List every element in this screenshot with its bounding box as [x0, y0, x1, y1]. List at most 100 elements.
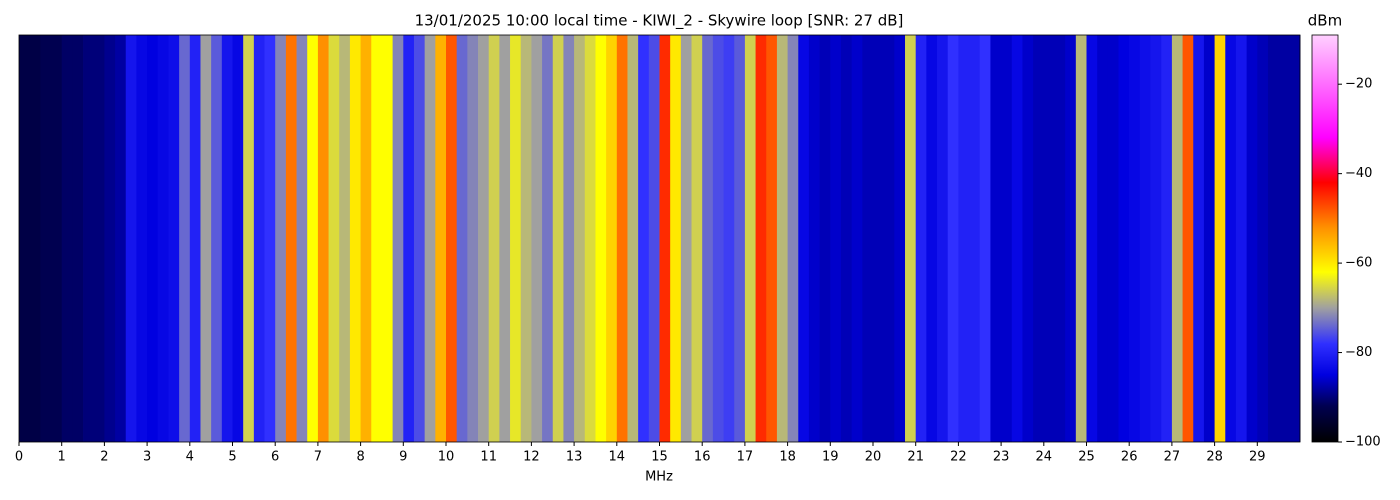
heat-cell	[1107, 35, 1119, 442]
heat-cell	[766, 35, 778, 442]
heat-cell	[125, 35, 137, 442]
heat-cell	[830, 35, 842, 442]
x-tick-label: 29	[1249, 450, 1266, 465]
heat-cell	[926, 35, 938, 442]
x-tick-label: 14	[609, 450, 626, 465]
heat-cell	[285, 35, 297, 442]
heat-cell	[1129, 35, 1141, 442]
x-axis-label: MHz	[645, 470, 673, 485]
heat-cell	[552, 35, 564, 442]
heat-cell	[563, 35, 575, 442]
heat-cell	[798, 35, 810, 442]
heat-cell	[1182, 35, 1194, 442]
heat-cell	[659, 35, 671, 442]
heat-cell	[328, 35, 340, 442]
x-tick-label: 11	[480, 450, 497, 465]
heat-cell	[670, 35, 682, 442]
heat-cell	[606, 35, 618, 442]
x-tick-label: 22	[950, 450, 967, 465]
heat-cell	[638, 35, 650, 442]
heat-cell	[478, 35, 490, 442]
x-tick-label: 1	[58, 450, 66, 465]
heat-cell	[200, 35, 212, 442]
heat-cell	[1086, 35, 1098, 442]
x-tick-label: 7	[314, 450, 322, 465]
heat-cell	[915, 35, 927, 442]
heat-cell	[1161, 35, 1173, 442]
heat-cell	[360, 35, 372, 442]
heat-cell	[1257, 35, 1269, 442]
heat-cell	[937, 35, 949, 442]
x-tick-label: 20	[865, 450, 882, 465]
heat-cell	[990, 35, 1002, 442]
colorbar-tick-label: −100	[1345, 435, 1381, 450]
x-tick-label: 27	[1164, 450, 1181, 465]
heat-cell	[712, 35, 724, 442]
heat-cell	[510, 35, 522, 442]
heat-cell	[1267, 35, 1280, 442]
heat-cell	[136, 35, 148, 442]
colorbar	[1311, 34, 1339, 443]
heat-cell	[339, 35, 351, 442]
heat-cell	[83, 35, 95, 442]
heat-cell	[1214, 35, 1226, 442]
heat-cell	[680, 35, 692, 442]
heat-cell	[93, 35, 105, 442]
heat-cell	[168, 35, 180, 442]
heat-cell	[243, 35, 255, 442]
heat-cell	[1171, 35, 1183, 442]
heat-cell	[969, 35, 981, 442]
heat-cell	[1001, 35, 1013, 442]
heat-cell	[499, 35, 511, 442]
heat-cell	[531, 35, 543, 442]
heat-cell	[776, 35, 788, 442]
heat-cell	[446, 35, 458, 442]
heat-cell	[61, 35, 73, 442]
heat-cell	[467, 35, 479, 442]
heat-cell	[232, 35, 244, 442]
colorbar-tick-label: −40	[1345, 166, 1372, 181]
heat-cell	[296, 35, 308, 442]
heat-cell	[1054, 35, 1066, 442]
x-tick-label: 0	[15, 450, 23, 465]
heat-cell	[264, 35, 276, 442]
heat-cell	[147, 35, 159, 442]
heat-cell	[979, 35, 991, 442]
heat-cell	[819, 35, 831, 442]
heat-cell	[574, 35, 586, 442]
heat-cell	[1011, 35, 1023, 442]
x-tick-label: 15	[651, 450, 668, 465]
colorbar-tick-label: −20	[1345, 77, 1372, 92]
x-tick-label: 8	[356, 450, 364, 465]
heat-cell	[702, 35, 714, 442]
heat-cell	[851, 35, 863, 442]
heat-cell	[627, 35, 639, 442]
heat-cell	[542, 35, 554, 442]
colorbar-tick-label: −80	[1345, 345, 1372, 360]
x-tick-label: 10	[438, 450, 455, 465]
heat-cell	[723, 35, 735, 442]
heat-cell	[413, 35, 426, 442]
heat-cell	[1139, 35, 1151, 442]
heat-cell	[873, 35, 885, 442]
x-tick-label: 18	[779, 450, 796, 465]
heat-cell	[808, 35, 821, 442]
heat-cell	[424, 35, 436, 442]
heat-cell	[1203, 35, 1215, 442]
heat-cell	[40, 35, 52, 442]
heat-cell	[104, 35, 116, 442]
x-tick-label: 9	[399, 450, 407, 465]
heat-cell	[1075, 35, 1087, 442]
x-tick-label: 23	[993, 450, 1010, 465]
heat-cell	[840, 35, 853, 442]
heat-cell	[488, 35, 500, 442]
heat-cell	[179, 35, 191, 442]
x-tick-label: 6	[271, 450, 279, 465]
heat-cell	[349, 35, 361, 442]
colorbar-label: dBm	[1308, 12, 1342, 30]
heat-cell	[520, 35, 532, 442]
x-tick-label: 17	[737, 450, 754, 465]
heat-cell	[595, 35, 607, 442]
heat-cell	[1033, 35, 1045, 442]
x-tick-label: 13	[566, 450, 583, 465]
